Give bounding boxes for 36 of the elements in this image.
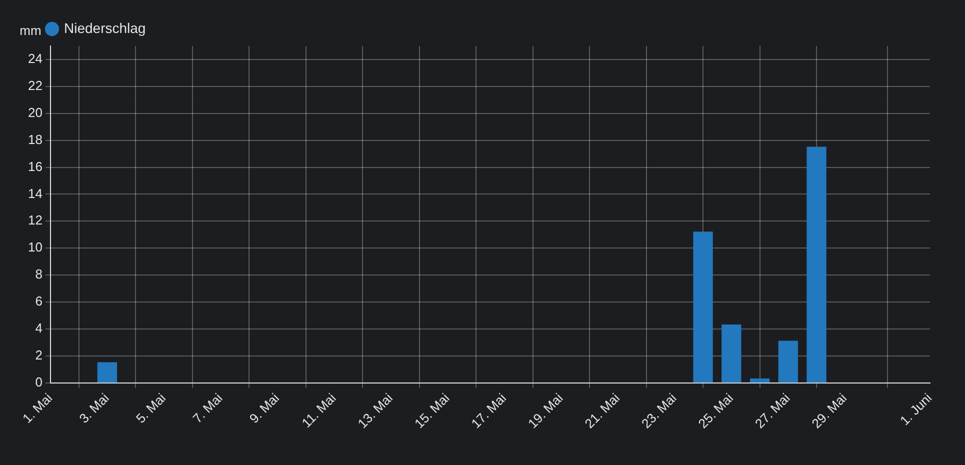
y-tick-label: 18 bbox=[28, 132, 42, 147]
y-tick-label: 24 bbox=[28, 51, 42, 66]
y-tick-label: 8 bbox=[35, 266, 42, 282]
bar bbox=[693, 232, 713, 383]
x-tick-label: 17. Mai bbox=[468, 390, 510, 432]
y-tick-label: 22 bbox=[28, 78, 42, 93]
legend-label: Niederschlag bbox=[64, 20, 146, 36]
bar bbox=[806, 146, 826, 383]
x-tick-label: 21. Mai bbox=[582, 390, 623, 432]
x-tick-label: 1. Mai bbox=[19, 390, 56, 426]
y-tick-label: 4 bbox=[35, 320, 42, 336]
x-tick-label: 27. Mai bbox=[752, 390, 793, 432]
y-tick-label: 6 bbox=[35, 294, 42, 309]
x-tick-label: 7. Mai bbox=[190, 390, 226, 426]
y-tick-label: 10 bbox=[28, 240, 42, 255]
x-tick-label: 9. Mai bbox=[246, 390, 282, 426]
x-tick-label: 25. Mai bbox=[695, 390, 736, 432]
y-tick-label: 2 bbox=[35, 347, 42, 362]
bar bbox=[778, 340, 798, 383]
x-tick-label: 15. Mai bbox=[412, 390, 452, 432]
y-tick-label: 14 bbox=[28, 186, 42, 201]
y-tick-label: 20 bbox=[28, 104, 42, 120]
y-axis-title: mm bbox=[20, 23, 42, 38]
x-tick-label: 11. Mai bbox=[298, 390, 339, 430]
x-tick-label: 13. Mai bbox=[354, 390, 396, 432]
x-tick-label: 29. Mai bbox=[808, 390, 850, 432]
x-tick-label: 3. Mai bbox=[76, 390, 112, 426]
x-tick-label: 5. Mai bbox=[132, 390, 169, 426]
y-tick-label: 0 bbox=[35, 374, 42, 390]
bar bbox=[722, 324, 742, 383]
x-tick-label: 19. Mai bbox=[525, 390, 566, 432]
y-tick-label: 12 bbox=[28, 212, 42, 228]
y-tick-label: 16 bbox=[28, 158, 42, 174]
bar bbox=[97, 362, 118, 383]
bar bbox=[750, 378, 770, 383]
x-tick-label: 23. Mai bbox=[638, 390, 680, 432]
